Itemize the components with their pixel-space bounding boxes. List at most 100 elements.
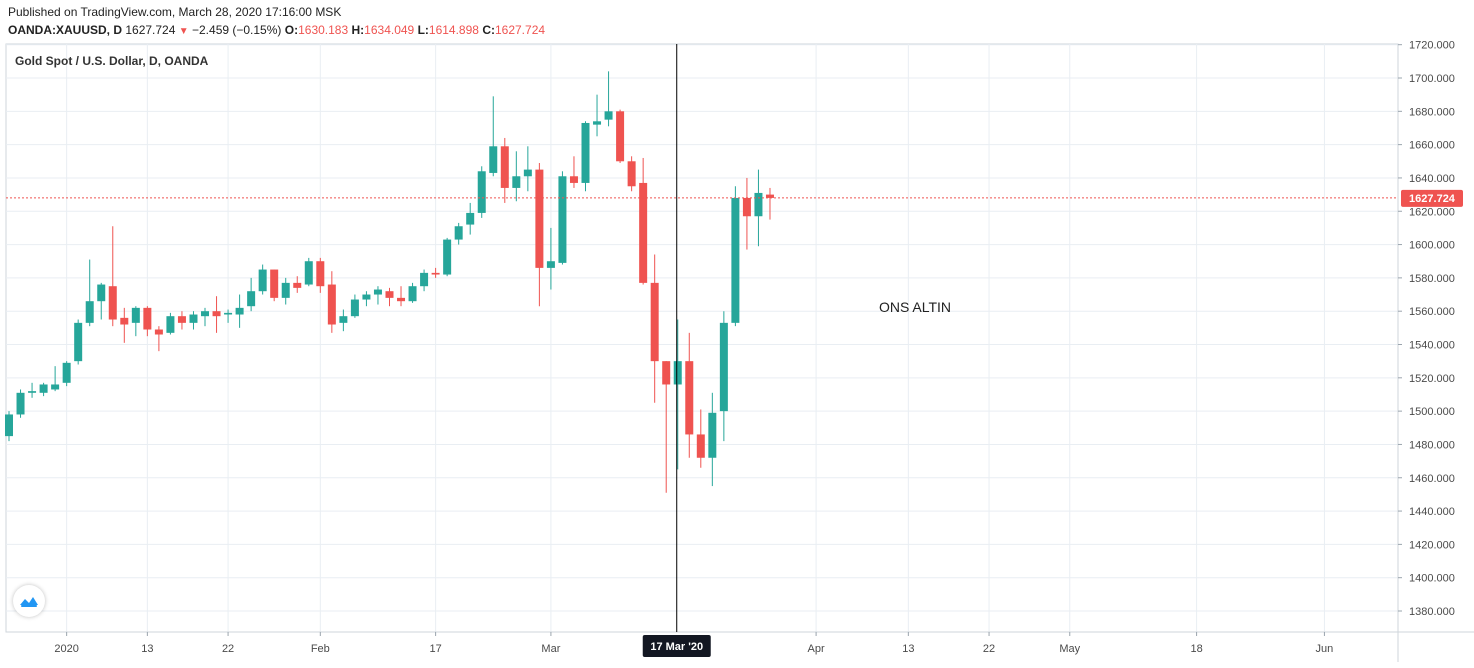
candle-up[interactable] (373, 286, 382, 305)
candle-body (293, 282, 302, 288)
candle-up[interactable] (258, 264, 267, 295)
candle-down[interactable] (696, 409, 705, 468)
candle-down[interactable] (650, 254, 659, 403)
candle-up[interactable] (512, 151, 521, 202)
candle-body (431, 272, 440, 275)
candle-up[interactable] (247, 277, 256, 312)
candle-up[interactable] (673, 319, 682, 470)
candle-down[interactable] (627, 156, 636, 192)
candle-down[interactable] (316, 257, 325, 293)
candle-up[interactable] (281, 277, 290, 305)
candle-up[interactable] (62, 361, 71, 387)
candle-body (604, 111, 613, 120)
candle-up[interactable] (350, 294, 359, 318)
candle-down[interactable] (120, 307, 129, 343)
candle-up[interactable] (604, 71, 613, 127)
candle-up[interactable] (189, 311, 198, 330)
candle-down[interactable] (662, 361, 671, 493)
candle-up[interactable] (546, 227, 555, 290)
candle-down[interactable] (270, 269, 279, 302)
candle-up[interactable] (754, 169, 763, 247)
candle-down[interactable] (685, 332, 694, 458)
y-tick-label: 1680.000 (1409, 106, 1455, 118)
candle-up[interactable] (466, 202, 475, 235)
close-value: 1627.724 (494, 23, 546, 37)
candle-up[interactable] (16, 389, 25, 418)
candle-down[interactable] (500, 137, 509, 203)
candle-down[interactable] (108, 226, 117, 327)
candle-down[interactable] (143, 306, 152, 337)
candle-up[interactable] (85, 259, 94, 327)
candle-down[interactable] (177, 311, 186, 330)
ons-altin-annotation[interactable]: ONS ALTIN (879, 299, 951, 315)
candle-up[interactable] (362, 291, 371, 307)
x-tick-label: 2020 (54, 643, 78, 655)
plot-area[interactable] (5, 43, 1399, 633)
time-axis[interactable]: 2020 13 22 Feb 17 Mar Apr 13 22 May 18 Jun (54, 632, 1333, 655)
candle-up[interactable] (489, 96, 498, 177)
candle-down[interactable] (569, 156, 578, 188)
candle-up[interactable] (39, 382, 48, 397)
candle-up[interactable] (224, 309, 233, 323)
candle-up[interactable] (235, 294, 244, 328)
x-tick-label: Apr (808, 643, 825, 655)
candle-body (235, 307, 244, 315)
candle-body (523, 169, 532, 177)
candle-body (177, 316, 186, 323)
candle-up[interactable] (408, 282, 417, 303)
candle-up[interactable] (558, 171, 567, 265)
candle-up[interactable] (304, 257, 313, 287)
symbol-label[interactable]: OANDA:XAUUSD, D (8, 23, 122, 37)
candle-up[interactable] (201, 307, 210, 327)
price-axis[interactable]: 1720.000 1700.000 1680.000 1660.000 1640.000… (1398, 40, 1455, 618)
candle-body (558, 176, 567, 263)
tradingview-logo-icon[interactable] (13, 585, 45, 617)
candle-down[interactable] (765, 187, 774, 220)
candle-down[interactable] (212, 296, 221, 333)
candle-up[interactable] (51, 366, 60, 392)
candle-up[interactable] (581, 121, 590, 192)
candle-body (5, 414, 13, 437)
candle-up[interactable] (593, 94, 602, 137)
candle-down[interactable] (327, 271, 336, 333)
candle-body (696, 434, 705, 458)
candle-up[interactable] (5, 411, 13, 442)
candle-up[interactable] (131, 306, 140, 337)
candle-up[interactable] (74, 319, 83, 365)
candle-body (247, 291, 256, 307)
candle-down[interactable] (639, 157, 648, 285)
candle-body (85, 301, 94, 323)
candle-body (362, 294, 371, 300)
candle-down[interactable] (154, 326, 163, 352)
candle-up[interactable] (420, 269, 429, 292)
y-tick-label: 1440.000 (1409, 506, 1455, 518)
crosshair-date-tag: 17 Mar '20 (642, 635, 711, 657)
candle-down[interactable] (431, 267, 440, 278)
candle-up[interactable] (454, 222, 463, 245)
candle-up[interactable] (719, 311, 728, 442)
x-tick-label: 13 (902, 643, 914, 655)
candle-up[interactable] (477, 166, 486, 218)
candle-down[interactable] (535, 162, 544, 307)
last-price: 1627.724 (125, 23, 176, 37)
candle-up[interactable] (339, 309, 348, 332)
candle-up[interactable] (443, 237, 452, 277)
candle-down[interactable] (385, 287, 394, 307)
candle-down[interactable] (397, 286, 406, 307)
candle-up[interactable] (166, 312, 175, 335)
candle-down[interactable] (293, 276, 302, 293)
candle-body (489, 146, 498, 173)
candle-body (639, 182, 648, 283)
candle-up[interactable] (97, 282, 106, 320)
candle-down[interactable] (616, 109, 625, 163)
candle-down[interactable] (742, 177, 751, 250)
candle-up[interactable] (523, 146, 532, 192)
chart-legend-title: Gold Spot / U.S. Dollar, D, OANDA (15, 54, 209, 68)
vertical-gridlines (66, 44, 1325, 632)
close-label: C: (482, 23, 495, 37)
candle-body (16, 392, 25, 415)
candle-up[interactable] (731, 186, 740, 327)
candle-up[interactable] (28, 382, 37, 398)
candle-up[interactable] (708, 392, 717, 487)
